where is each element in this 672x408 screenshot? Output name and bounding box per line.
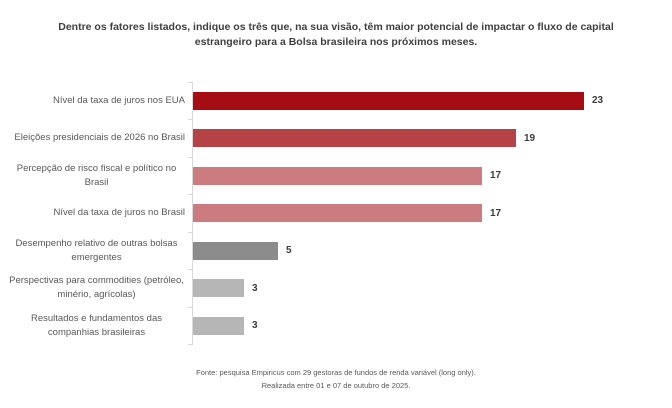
plot-cell: 23 (188, 81, 666, 120)
plot-cell: 17 (188, 194, 666, 232)
data-label: 19 (524, 132, 536, 144)
data-label: 17 (490, 170, 502, 182)
category-label-cell: Desempenho relativo de outras bolsas eme… (8, 237, 192, 265)
bar (193, 166, 482, 185)
category-label: Nível da taxa de juros nos EUA (52, 94, 185, 106)
chart-title-line-2: estrangeiro para a Bolsa brasileira nos … (194, 36, 478, 48)
data-label: 3 (252, 320, 258, 332)
plot-cell: 5 (188, 231, 666, 270)
category-label-cell: Eleições presidenciais de 2026 no Brasil (8, 131, 192, 145)
source-note: Fonte: pesquisa Empiricus com 29 gestora… (0, 366, 672, 392)
plot-cell: 19 (188, 119, 666, 157)
bar (193, 129, 516, 148)
data-label: 17 (490, 207, 502, 219)
category-label: Resultados e fundamentos das companhias … (31, 312, 162, 338)
bar-row-bolsas-emergentes: Desempenho relativo de outras bolsas eme… (8, 231, 666, 270)
bar-row-juros-eua: Nível da taxa de juros nos EUA 23 (8, 81, 666, 120)
bar (193, 316, 244, 335)
category-label: Nível da taxa de juros no Brasil (53, 207, 185, 219)
bar-row-juros-brasil: Nível da taxa de juros no Brasil 17 (8, 194, 666, 232)
bar-row-commodities: Perspectivas para commodities (petróleo,… (8, 269, 666, 307)
category-label: Eleições presidenciais de 2026 no Brasil (14, 132, 185, 144)
source-note-line-1: Fonte: pesquisa Empiricus com 29 gestora… (196, 368, 476, 377)
bar-chart: Nível da taxa de juros nos EUA 23 Eleiçõ… (8, 81, 666, 345)
bar (193, 279, 244, 298)
data-label: 5 (286, 245, 292, 257)
bar (193, 241, 278, 260)
plot-cell: 3 (188, 269, 666, 307)
category-label-cell: Percepção de risco fiscal e político no … (8, 162, 192, 190)
plot-cell: 17 (188, 156, 666, 195)
category-label: Perspectivas para commodities (petróleo,… (9, 275, 184, 301)
plot-cell: 3 (188, 306, 666, 345)
category-label: Desempenho relativo de outras bolsas eme… (15, 237, 178, 263)
bar (193, 91, 584, 110)
source-note-line-2: Realizada entre 01 e 07 de outubro de 20… (261, 381, 411, 390)
category-label: Percepção de risco fiscal e político no … (16, 162, 177, 188)
chart-title: Dentre os fatores listados, indique os t… (30, 20, 642, 50)
bar-row-fundamentos-companhias: Resultados e fundamentos das companhias … (8, 306, 666, 345)
bar-row-eleicoes-2026: Eleições presidenciais de 2026 no Brasil… (8, 119, 666, 157)
category-label-cell: Nível da taxa de juros nos EUA (8, 94, 192, 108)
bar (193, 204, 482, 223)
data-label: 23 (592, 95, 604, 107)
category-label-cell: Resultados e fundamentos das companhias … (8, 312, 192, 340)
chart-title-line-1: Dentre os fatores listados, indique os t… (58, 21, 614, 33)
bar-row-risco-fiscal: Percepção de risco fiscal e político no … (8, 156, 666, 195)
category-label-cell: Nível da taxa de juros no Brasil (8, 206, 192, 220)
data-label: 3 (252, 282, 258, 294)
category-label-cell: Perspectivas para commodities (petróleo,… (8, 274, 192, 302)
